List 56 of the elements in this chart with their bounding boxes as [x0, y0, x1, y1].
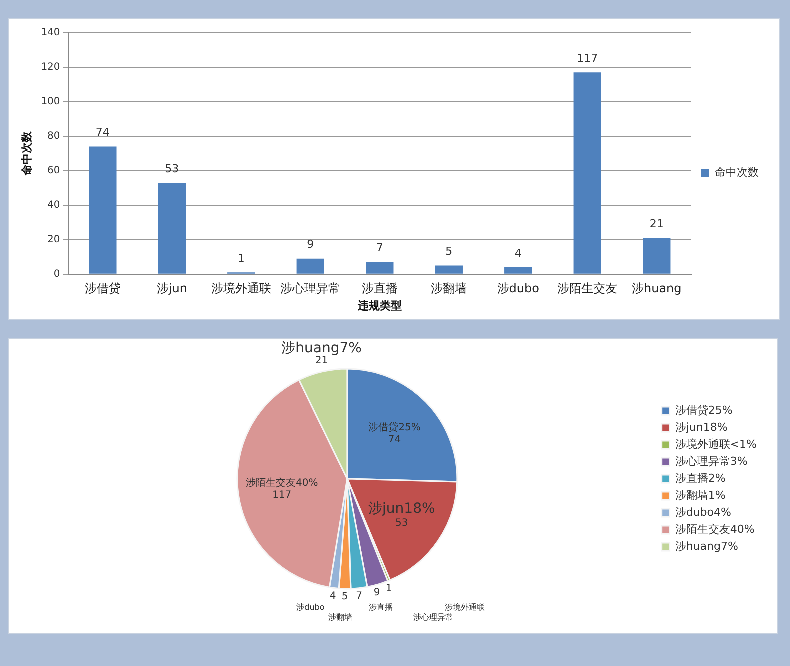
y-tick-label: 120 [41, 62, 60, 74]
legend-label: 涉心理异常3% [675, 454, 748, 468]
data-label: 21 [315, 356, 328, 367]
data-label: 5 [446, 245, 453, 258]
legend-label: 涉huang7% [675, 540, 738, 553]
data-label: 117 [577, 52, 598, 66]
slice-label: 涉陌生交友40% [246, 477, 318, 490]
data-label: 117 [272, 490, 292, 502]
data-label: 4 [514, 246, 522, 260]
legend-label: 涉陌生交友40% [675, 522, 755, 536]
data-label: 9 [307, 238, 314, 252]
legend-label: 涉直播2% [675, 472, 726, 485]
x-axis-title: 违规类型 [356, 299, 402, 312]
legend-label: 涉jun18% [675, 420, 728, 434]
x-tick-label: 涉心理异常 [280, 282, 341, 296]
text: 涉dubo [296, 603, 325, 612]
x-tick-label: 涉借贷 [84, 282, 121, 296]
data-label: 21 [650, 218, 664, 231]
legend-label: 涉dubo4% [675, 506, 732, 519]
y-tick-label: 60 [48, 166, 60, 177]
data-label: 74 [388, 434, 402, 446]
y-tick-label: 100 [41, 96, 60, 108]
y-tick-label: 140 [41, 28, 60, 39]
x-tick-label: 涉直播 [362, 282, 398, 296]
y-tick-label: 20 [48, 234, 60, 246]
slice-label: 涉借贷25% [368, 422, 421, 434]
data-label: 53 [396, 518, 408, 529]
y-tick-label: 80 [48, 131, 60, 142]
data-label: 7 [356, 590, 362, 602]
text: 涉心理异常 [413, 613, 454, 622]
data-label: 1 [238, 252, 245, 266]
data-label: 4 [330, 590, 336, 602]
x-tick-label: 涉dubo [497, 282, 540, 296]
y-axis-title: 命中次数 [20, 130, 34, 177]
legend-label: 命中次数 [715, 166, 759, 179]
data-label: 53 [165, 162, 180, 176]
legend-label: 涉境外通联<1% [675, 438, 758, 451]
legend-label: 涉翻墙1% [675, 488, 726, 502]
legend-label: 涉借贷25% [675, 404, 733, 417]
x-tick-label: 涉境外通联 [211, 282, 272, 296]
text: 涉境外通联 [444, 603, 485, 612]
x-tick-label: 涉陌生交友 [558, 282, 618, 296]
x-tick-label: 涉jun [156, 282, 188, 296]
slice-label: 涉huang7% [282, 340, 362, 357]
data-label: 9 [374, 587, 380, 598]
x-tick-label: 涉huang [632, 282, 682, 296]
data-label: 7 [376, 242, 384, 255]
y-tick-label: 0 [54, 268, 60, 280]
text: 涉翻墙 [328, 613, 353, 622]
data-label: 74 [96, 126, 110, 140]
x-tick-label: 涉翻墙 [431, 282, 468, 296]
text: 涉直播 [368, 603, 393, 612]
y-tick-label: 40 [48, 200, 60, 212]
data-label: 5 [342, 592, 348, 603]
slice-label: 涉jun18% [368, 500, 436, 517]
data-label: 1 [386, 583, 392, 594]
